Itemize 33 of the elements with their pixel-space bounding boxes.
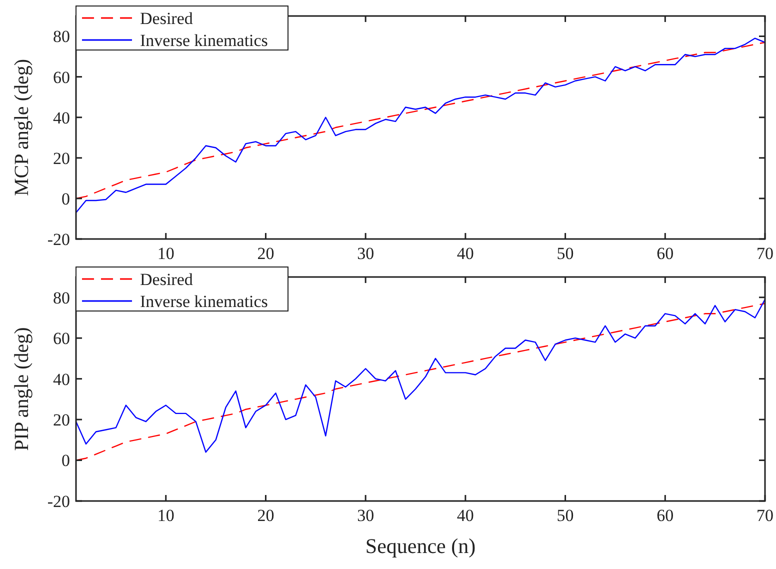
x-tick-label: 40 — [456, 244, 474, 263]
y-axis-title: PIP angle (deg) — [11, 327, 33, 451]
y-tick-label: -20 — [47, 492, 70, 511]
x-tick-label: 30 — [357, 244, 374, 263]
legend-label: Inverse kinematics — [140, 292, 268, 311]
x-tick-label: 50 — [556, 506, 574, 525]
x-tick-label: 10 — [157, 244, 174, 263]
x-tick-label: 60 — [656, 506, 674, 525]
x-tick-label: 20 — [257, 244, 274, 263]
x-tick-label: 10 — [157, 506, 174, 525]
x-tick-label: 30 — [357, 506, 374, 525]
y-tick-label: 80 — [53, 27, 70, 46]
y-tick-label: 40 — [53, 370, 70, 389]
legend-label: Inverse kinematics — [140, 30, 268, 50]
y-tick-label: 20 — [53, 410, 70, 430]
x-tick-label: 40 — [456, 506, 474, 525]
legend-label: Desired — [140, 8, 194, 28]
legend-label: Desired — [140, 270, 194, 289]
x-tick-label: 20 — [257, 506, 274, 525]
x-tick-label: 60 — [656, 244, 674, 263]
y-tick-label: 60 — [53, 329, 70, 348]
x-tick-label: 50 — [556, 244, 574, 263]
y-tick-label: 20 — [53, 148, 70, 168]
y-tick-label: 0 — [62, 189, 70, 208]
y-tick-label: 40 — [53, 108, 70, 128]
y-tick-label: 80 — [53, 288, 70, 308]
x-tick-label: 70 — [756, 244, 774, 263]
y-tick-label: 0 — [62, 451, 70, 470]
y-tick-label: 60 — [53, 68, 70, 87]
x-tick-label: 70 — [756, 506, 774, 525]
y-axis-title: MCP angle (deg) — [11, 58, 33, 196]
x-axis-title: Sequence (n) — [365, 534, 476, 558]
y-tick-label: -20 — [47, 230, 70, 249]
